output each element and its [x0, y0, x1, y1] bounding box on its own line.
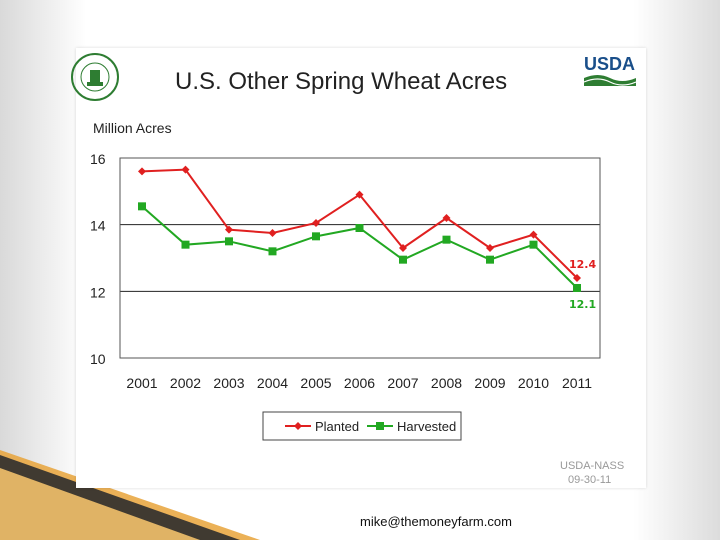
decorative-swoosh	[0, 450, 260, 540]
x-tick-label: 2008	[431, 375, 462, 391]
series-line-harvested	[141, 205, 578, 289]
x-tick-label: 2005	[300, 375, 331, 391]
data-point-harvested	[268, 247, 277, 256]
data-point-planted	[529, 230, 538, 239]
data-point-planted	[225, 225, 233, 234]
data-point-harvested	[138, 202, 146, 211]
x-tick-label: 2009	[474, 375, 505, 391]
data-point-harvested	[225, 237, 233, 246]
data-point-harvested	[312, 232, 320, 241]
y-axis-label: Million Acres	[93, 120, 172, 136]
x-tick-label: 2002	[170, 375, 201, 391]
source-label: USDA-NASS	[560, 460, 625, 472]
data-point-planted	[442, 214, 451, 222]
data-point-harvested	[486, 255, 494, 264]
x-tick-label: 2010	[518, 375, 549, 391]
svg-text:USDA: USDA	[584, 54, 635, 74]
x-tick-label: 2001	[126, 375, 157, 391]
legend-label-harvested: Harvested	[397, 419, 456, 434]
usda-logo-icon: USDA	[583, 54, 637, 86]
data-point-harvested	[529, 240, 538, 249]
series-line-planted	[141, 168, 578, 279]
legend-marker-harvested	[376, 422, 384, 430]
y-tick-label: 12	[90, 284, 106, 300]
agricultural-statistics-seal-icon	[71, 53, 119, 101]
data-point-harvested	[181, 240, 190, 249]
x-tick-label: 2003	[213, 375, 244, 391]
data-point-planted	[399, 244, 407, 252]
data-point-harvested	[573, 284, 581, 292]
data-point-planted	[181, 165, 190, 174]
plot-area	[119, 157, 601, 359]
y-tick-label: 10	[90, 351, 106, 367]
data-label-planted: 12.4	[569, 258, 596, 271]
source-date: 09-30-11	[568, 474, 612, 486]
x-tick-label: 2004	[257, 375, 288, 391]
data-point-harvested	[399, 255, 407, 264]
y-tick-label: 16	[90, 151, 106, 167]
data-point-planted	[573, 274, 581, 282]
data-point-planted	[312, 219, 320, 227]
data-point-planted	[486, 244, 494, 252]
page-title: U.S. Other Spring Wheat Acres	[175, 68, 508, 95]
footer-email: mike@themoneyfarm.com	[360, 514, 512, 529]
data-point-planted	[138, 167, 146, 176]
legend-marker-planted	[294, 422, 302, 430]
data-label-harvested: 12.1	[569, 298, 596, 311]
legend-label-planted: Planted	[315, 419, 359, 434]
data-point-harvested	[442, 235, 451, 244]
x-tick-label: 2007	[387, 375, 418, 391]
data-point-planted	[268, 229, 277, 237]
data-point-planted	[355, 190, 364, 199]
x-tick-label: 2011	[562, 375, 592, 391]
x-tick-label: 2006	[344, 375, 375, 391]
data-point-harvested	[355, 224, 364, 232]
y-tick-label: 14	[90, 218, 106, 234]
